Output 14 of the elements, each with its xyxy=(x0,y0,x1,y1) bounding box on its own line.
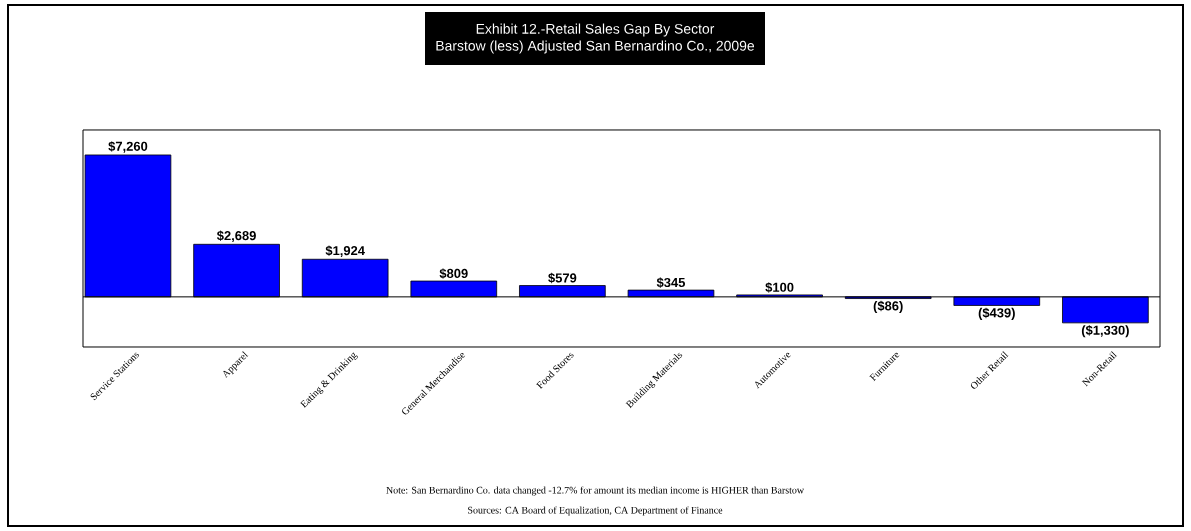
data-label: $7,260 xyxy=(108,141,148,153)
data-label: $100 xyxy=(765,282,794,293)
data-label: $1,924 xyxy=(325,245,365,258)
source-note: Sources: CA Board of Equalization, CA Department of Finance xyxy=(468,506,723,516)
data-label: ($439) xyxy=(978,307,1015,320)
data-label: ($86) xyxy=(873,300,903,314)
data-label: $809 xyxy=(439,268,468,279)
data-label: ($1,330) xyxy=(1081,325,1129,338)
chart-subtitle: Barstow (less) Adjusted San Bernardino Co., 2009e xyxy=(436,40,755,54)
text: Note: San Bernardino Co. data changed -12.7% for amount its median income is HIGHER than Barstow xyxy=(386,486,805,496)
data-label: $2,689 xyxy=(216,230,256,243)
data-label: $345 xyxy=(656,277,686,288)
chart-title: Exhibit 12.-Retail Sales Gap By Sector xyxy=(476,23,715,37)
data-label: $579 xyxy=(548,272,577,284)
